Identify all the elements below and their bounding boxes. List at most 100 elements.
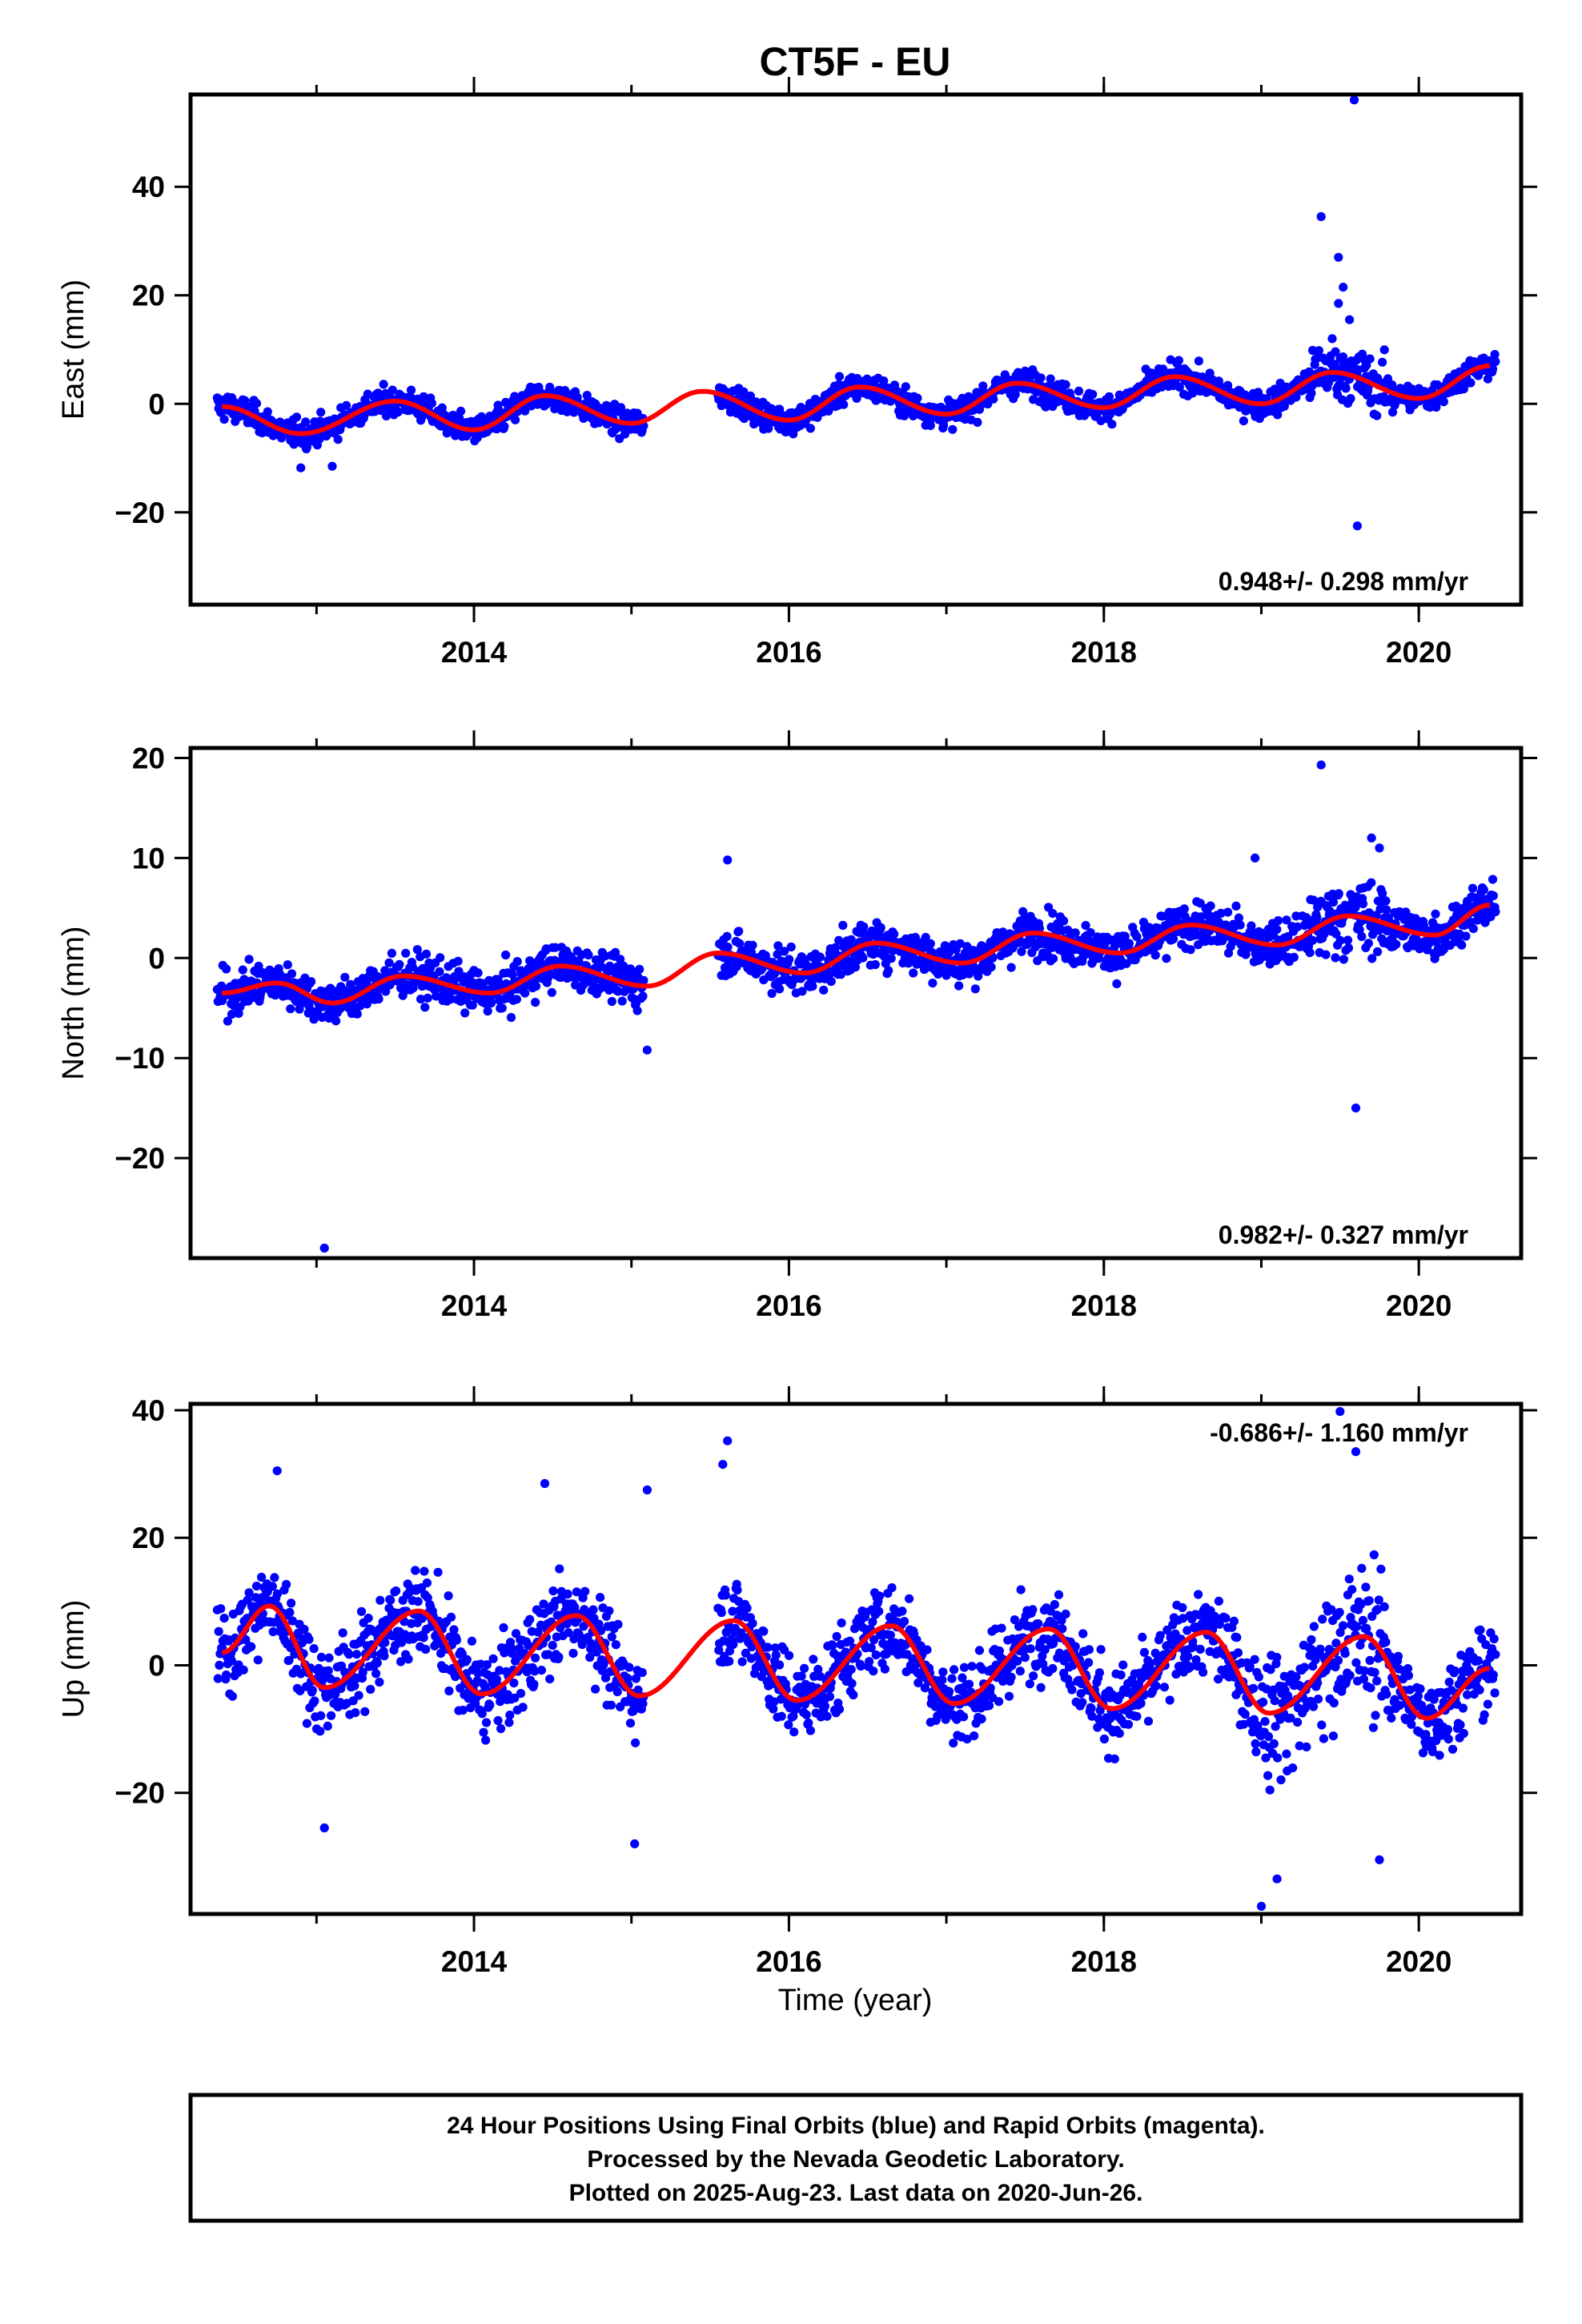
up-data-point — [944, 1687, 954, 1696]
up-data-point — [371, 1669, 381, 1679]
up-data-point — [938, 1667, 948, 1677]
up-data-point — [805, 1726, 816, 1735]
up-data-point — [219, 1614, 229, 1623]
north-plot-frame — [188, 746, 1524, 1261]
north-outlier-point — [1351, 1104, 1361, 1113]
up-data-point — [997, 1623, 1006, 1633]
north-data-point — [639, 975, 648, 985]
up-data-point — [714, 1646, 724, 1655]
north-data-point — [420, 1003, 430, 1012]
east-data-point — [1307, 388, 1316, 398]
up-data-point — [1136, 1699, 1146, 1708]
north-data-point — [1331, 953, 1340, 963]
up-data-point — [396, 1638, 407, 1647]
north-outlier-point — [1251, 853, 1260, 862]
north-model-curve — [221, 903, 1491, 1006]
up-data-point — [1067, 1685, 1077, 1695]
up-data-point — [568, 1648, 578, 1659]
up-data-point — [267, 1582, 277, 1591]
up-data-point — [1028, 1605, 1038, 1614]
up-data-point — [825, 1692, 835, 1702]
up-data-point — [386, 1595, 396, 1605]
up-data-point — [1078, 1629, 1088, 1638]
up-data-point — [323, 1666, 333, 1675]
east-data-point — [1088, 389, 1098, 400]
east-data-point — [1194, 356, 1203, 366]
up-data-point — [356, 1606, 367, 1616]
up-data-point — [351, 1650, 362, 1659]
up-data-point — [737, 1657, 747, 1667]
up-data-point — [1138, 1632, 1147, 1642]
up-data-point — [813, 1664, 823, 1675]
east-data-point — [973, 417, 982, 428]
north-data-point — [531, 982, 541, 991]
up-data-point — [287, 1598, 296, 1608]
east-outlier-point — [327, 461, 337, 471]
north-data-point — [423, 993, 432, 1003]
north-data-point — [909, 968, 918, 978]
east-data-point — [1010, 389, 1020, 400]
north-data-point — [1391, 939, 1401, 949]
up-data-point — [372, 1658, 382, 1668]
north-data-point — [1235, 920, 1245, 930]
east-data-point — [500, 421, 509, 432]
up-data-point — [411, 1566, 420, 1575]
north-data-point — [287, 969, 297, 979]
up-data-point — [837, 1618, 846, 1628]
north-data-point — [1289, 952, 1299, 962]
north-data-point — [421, 949, 432, 959]
up-data-point — [316, 1652, 327, 1662]
north-data-point — [1144, 923, 1154, 932]
north-data-point — [815, 952, 825, 962]
north-data-point — [1479, 885, 1488, 895]
north-data-point — [988, 953, 998, 963]
up-data-point — [516, 1689, 526, 1699]
north-data-point — [611, 947, 620, 957]
east-data-point — [263, 407, 272, 416]
north-data-point — [468, 1000, 477, 1010]
north-data-point — [374, 995, 383, 1004]
up-data-point — [1183, 1651, 1193, 1661]
north-data-point — [483, 1007, 492, 1016]
up-data-point — [477, 1709, 487, 1719]
north-data-point — [1247, 921, 1256, 931]
up-data-point — [243, 1595, 252, 1605]
up-data-point — [481, 1718, 492, 1727]
north-data-point — [1059, 916, 1069, 926]
north-data-point — [619, 961, 628, 971]
north-data-point — [1378, 889, 1387, 899]
up-data-point — [244, 1588, 254, 1598]
up-data-point — [350, 1681, 359, 1691]
north-data-point — [1488, 891, 1498, 901]
north-data-point — [512, 995, 522, 1004]
up-data-point — [444, 1591, 453, 1601]
up-data-point — [950, 1665, 959, 1675]
north-data-point — [340, 972, 350, 982]
up-data-point — [531, 1653, 540, 1663]
east-data-point — [427, 398, 437, 408]
up-data-point — [834, 1704, 845, 1714]
up-data-point — [804, 1718, 813, 1728]
up-data-point — [1139, 1647, 1149, 1657]
north-data-point — [889, 929, 899, 939]
east-data-point — [1279, 401, 1289, 411]
up-data-point — [564, 1628, 573, 1638]
north-data-point — [1308, 935, 1318, 945]
up-data-point — [828, 1640, 837, 1651]
up-data-point — [446, 1612, 456, 1622]
up-data-point — [1020, 1653, 1030, 1663]
up-data-point — [1004, 1691, 1014, 1701]
up-data-point — [631, 1738, 640, 1747]
north-data-point — [352, 1009, 362, 1019]
east-outlier-point — [296, 463, 306, 472]
up-data-point — [611, 1640, 621, 1650]
north-data-point — [955, 939, 965, 948]
up-data-point — [417, 1614, 427, 1623]
east-outlier-point — [1349, 95, 1359, 105]
up-data-point — [742, 1603, 752, 1613]
north-data-point — [1070, 928, 1080, 938]
up-data-point — [897, 1606, 907, 1616]
east-plot-frame — [188, 92, 1524, 607]
up-data-point — [452, 1635, 462, 1645]
